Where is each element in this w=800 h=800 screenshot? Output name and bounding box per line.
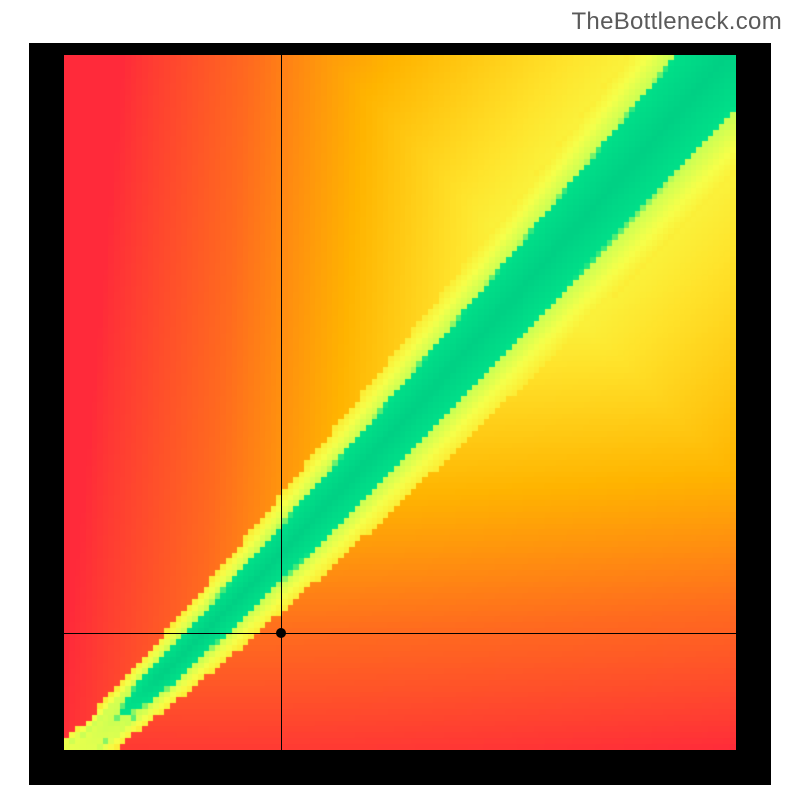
outer-black-frame xyxy=(29,43,771,785)
watermark-text: TheBottleneck.com xyxy=(571,8,782,36)
heatmap-plot-area xyxy=(64,55,736,750)
crosshair-horizontal-line xyxy=(64,633,736,634)
heatmap-canvas xyxy=(64,55,736,750)
crosshair-vertical-line xyxy=(281,55,282,750)
root-container: TheBottleneck.com xyxy=(0,0,800,800)
crosshair-marker-dot xyxy=(276,628,286,638)
